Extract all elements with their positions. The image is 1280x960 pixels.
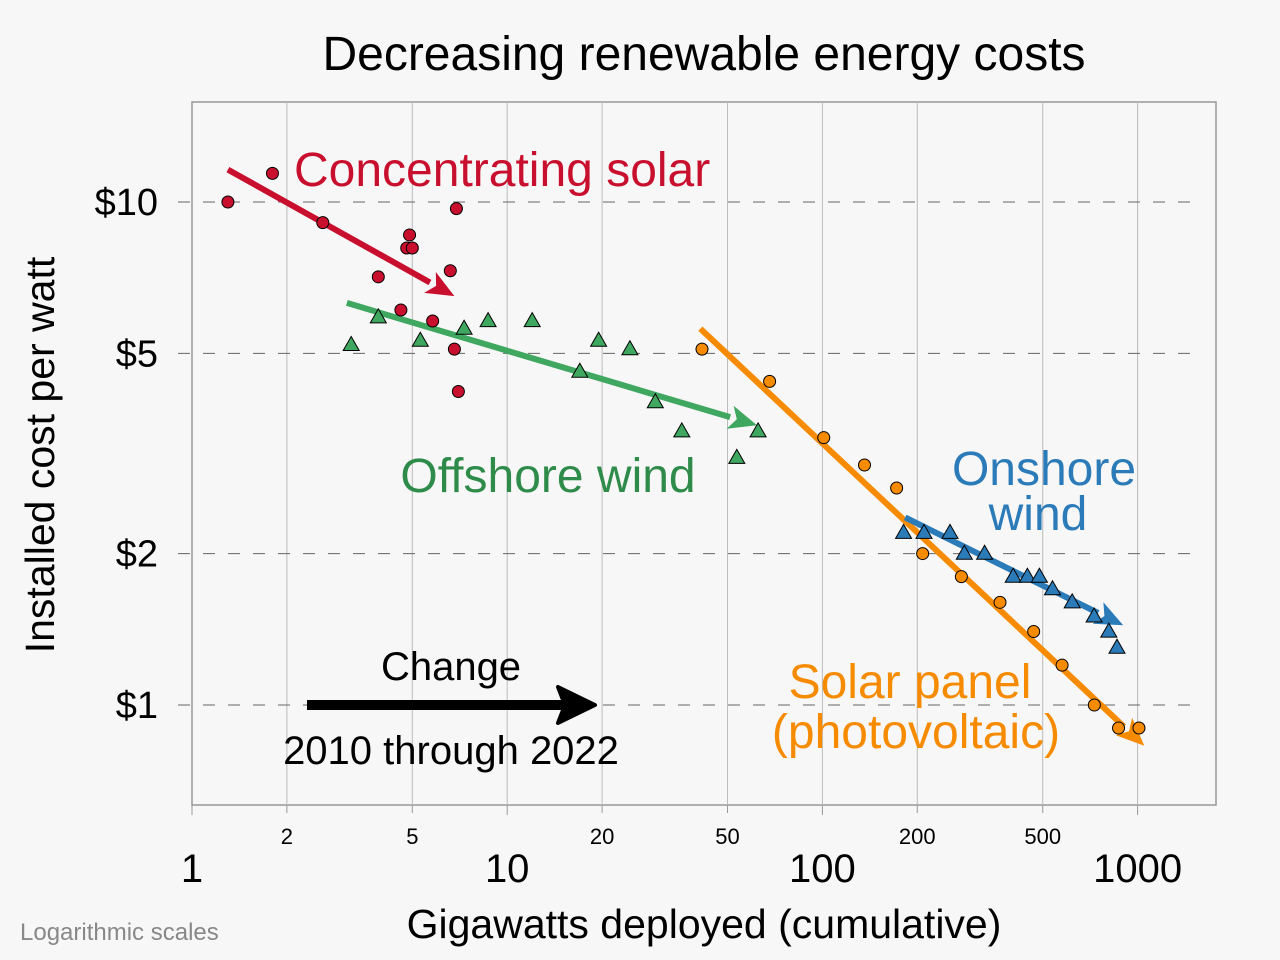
onshore-wind-point: [975, 544, 994, 560]
solar-panel-photovoltaic-point: [993, 595, 1007, 609]
concentrating-solar-trend-arrow-head: [424, 272, 455, 297]
offshore-wind-point: [646, 392, 665, 409]
offshore-wind-point: [570, 362, 589, 378]
x-minor-tick-label: 200: [899, 824, 936, 849]
x-axis-label: Gigawatts deployed (cumulative): [407, 901, 1002, 947]
x-minor-tick-label: 500: [1024, 824, 1061, 849]
y-tick-label: $5: [116, 333, 158, 375]
concentrating-solar-point: [403, 228, 417, 242]
plot-frame: [191, 101, 1217, 806]
concentrating-solar-trend-arrow-line: [226, 166, 432, 286]
offshore-wind-point: [342, 335, 361, 351]
concentrating-solar-point: [426, 314, 440, 328]
concentrating-solar-point: [221, 195, 235, 209]
solar-panel-photovoltaic-point: [1112, 721, 1126, 735]
onshore-wind-label-line2: wind: [988, 488, 1088, 541]
change-period-label: 2010 through 2022: [283, 729, 619, 773]
offshore-wind-point: [727, 448, 746, 464]
offshore-wind-point: [411, 331, 430, 347]
x-minor-tick-label: 20: [590, 824, 614, 849]
solar-panel-photovoltaic-point: [1132, 721, 1146, 735]
concentrating-solar-point: [405, 241, 419, 255]
x-tick-label: 10: [485, 847, 530, 891]
solar-panel-photovoltaic-point: [890, 481, 904, 495]
offshore-wind-point: [369, 307, 388, 324]
concentrating-solar-point: [316, 216, 330, 230]
change-arrow-head: [556, 685, 597, 725]
solar-panel-photovoltaic-trend-arrow-line: [698, 326, 1126, 729]
onshore-wind-point: [1085, 606, 1103, 623]
concentrating-solar-point: [449, 202, 463, 216]
x-tick-label: 1000: [1093, 847, 1182, 891]
offshore-wind-label: Offshore wind: [400, 450, 695, 503]
onshore-wind-point: [1043, 579, 1062, 596]
x-minor-tick-label: 5: [406, 824, 418, 849]
offshore-wind-point: [589, 331, 608, 347]
onshore-wind-point: [915, 523, 933, 539]
offshore-wind-point: [523, 311, 542, 328]
offshore-wind-point: [749, 421, 767, 438]
solar-panel-photovoltaic-point: [695, 342, 709, 356]
x-minor-tick-label: 50: [715, 824, 739, 849]
offshore-wind-trend-arrow-head: [726, 405, 757, 429]
y-tick-label: $1: [116, 685, 158, 727]
onshore-wind-point: [955, 544, 974, 560]
onshore-wind-point: [1004, 567, 1023, 583]
solar-panel-photovoltaic-trend-arrow-head: [1115, 717, 1145, 746]
onshore-wind-trend-arrow-line: [903, 514, 1100, 616]
y-axis-label: Installed cost per watt: [17, 256, 63, 653]
x-tick-label: 100: [789, 847, 856, 891]
onshore-wind-point: [941, 523, 959, 539]
offshore-wind-point: [455, 319, 473, 335]
concentrating-solar-point: [443, 264, 457, 278]
onshore-wind-point: [1099, 622, 1118, 638]
solar-panel-photovoltaic-point: [1087, 698, 1101, 712]
concentrating-solar-point: [371, 270, 385, 284]
concentrating-solar-point: [447, 342, 461, 356]
log-scale-note: Logarithmic scales: [20, 919, 219, 946]
change-label: Change: [381, 645, 521, 689]
onshore-wind-label-line1: Onshore: [952, 443, 1136, 496]
offshore-wind-point: [479, 311, 497, 328]
chart-title: Decreasing renewable energy costs: [322, 28, 1085, 81]
solar-panel-photovoltaic-point: [817, 431, 831, 445]
x-tick-label: 1: [181, 847, 203, 891]
concentrating-solar-point: [394, 303, 408, 317]
x-minor-tick-label: 2: [281, 824, 293, 849]
concentrating-solar-label: Concentrating solar: [294, 144, 710, 197]
solar-panel-label-line1: Solar panel: [789, 656, 1032, 709]
concentrating-solar-point: [451, 385, 465, 399]
offshore-wind-point: [621, 339, 639, 356]
plot-area: $10 $5 $2 $1 1 10 100 1000 2 5 20 50 200 500 Concentra…: [95, 101, 1217, 891]
solar-panel-photovoltaic-point: [954, 570, 968, 584]
onshore-wind-point: [894, 523, 913, 539]
solar-panel-photovoltaic-point: [1027, 624, 1041, 638]
offshore-wind-trend-arrow-line: [346, 300, 731, 421]
onshore-wind-point: [1108, 638, 1126, 654]
solar-panel-photovoltaic-point: [857, 458, 871, 472]
offshore-wind-point: [672, 421, 691, 438]
y-tick-label: $2: [116, 534, 158, 576]
y-tick-label: $10: [95, 182, 158, 224]
solar-panel-photovoltaic-point: [763, 374, 777, 388]
solar-panel-label-line2: (photovoltaic): [772, 706, 1060, 759]
concentrating-solar-point: [265, 166, 279, 180]
onshore-wind-point: [1030, 567, 1049, 583]
onshore-wind-point: [1018, 567, 1037, 583]
onshore-wind-point: [1063, 592, 1082, 609]
solar-panel-photovoltaic-point: [916, 547, 930, 561]
solar-panel-photovoltaic-point: [1055, 658, 1069, 672]
